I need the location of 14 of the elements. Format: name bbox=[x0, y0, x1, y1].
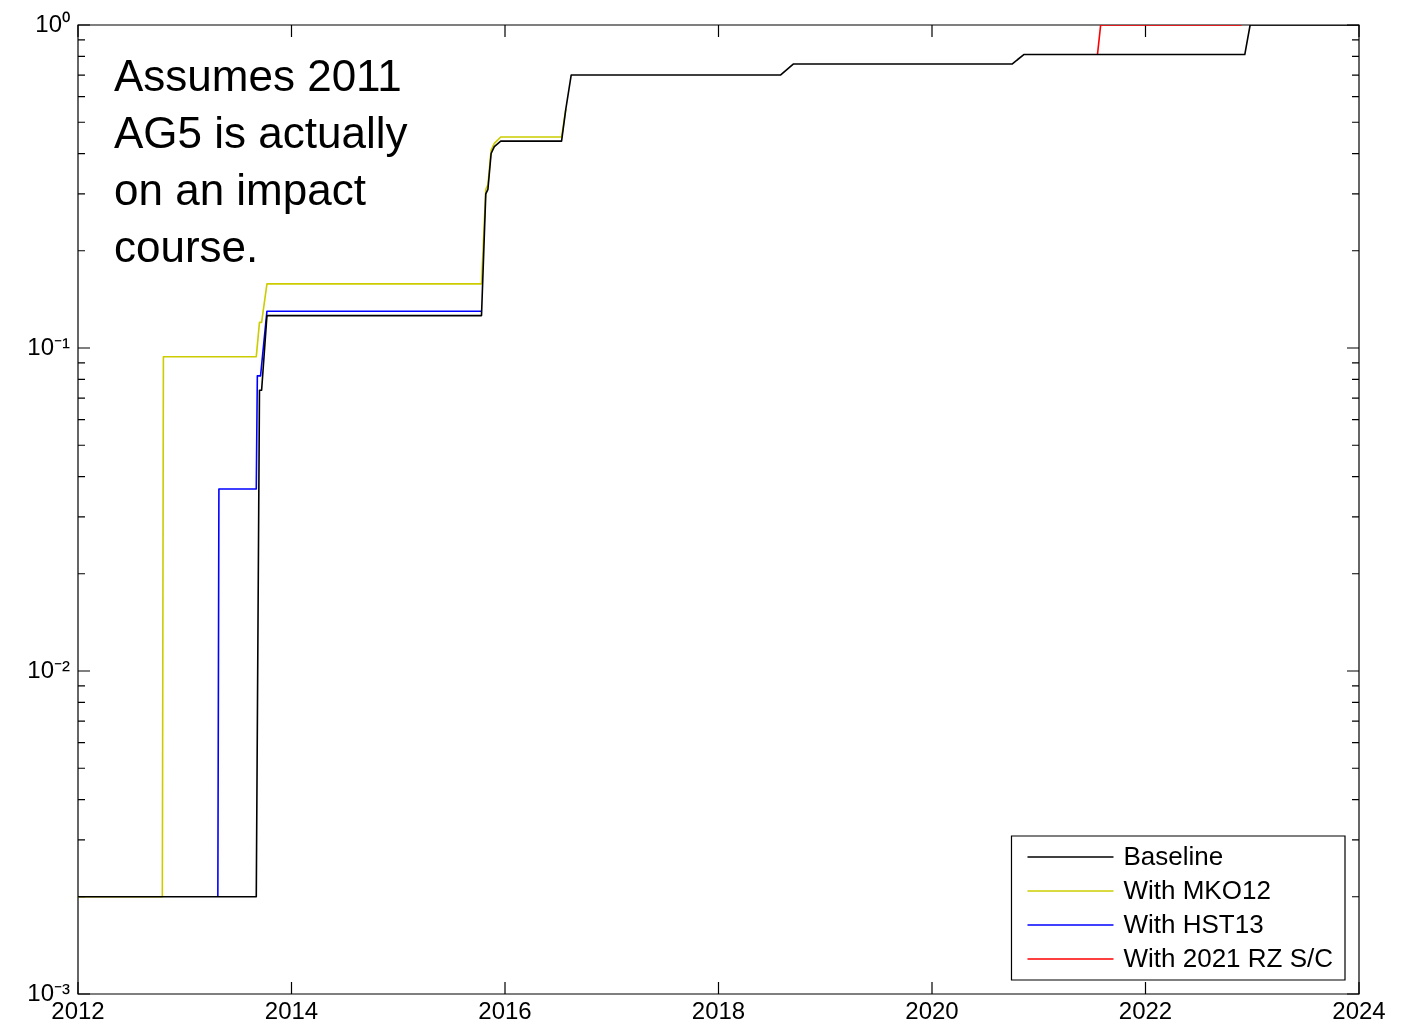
annotation: Assumes 2011 AG5 is actually on an impact course. bbox=[114, 51, 408, 272]
legend-label: Baseline bbox=[1123, 841, 1224, 872]
x-tick-label: 2022 bbox=[1118, 997, 1173, 1025]
y-tick-label: 10⁻¹ bbox=[27, 332, 71, 360]
y-tick-label: 10⁻² bbox=[27, 655, 71, 683]
legend-label: With MKO12 bbox=[1123, 875, 1271, 906]
y-tick-label: 10⁰ bbox=[35, 9, 70, 37]
x-tick-label: 2018 bbox=[691, 997, 746, 1025]
legend-label: With 2021 RZ S/C bbox=[1123, 943, 1333, 974]
legend-label: With HST13 bbox=[1123, 909, 1264, 940]
x-tick-label: 2016 bbox=[478, 997, 532, 1025]
x-tick-label: 2020 bbox=[905, 997, 959, 1025]
x-tick-label: 2014 bbox=[264, 997, 319, 1025]
x-tick-label: 2024 bbox=[1332, 997, 1386, 1025]
